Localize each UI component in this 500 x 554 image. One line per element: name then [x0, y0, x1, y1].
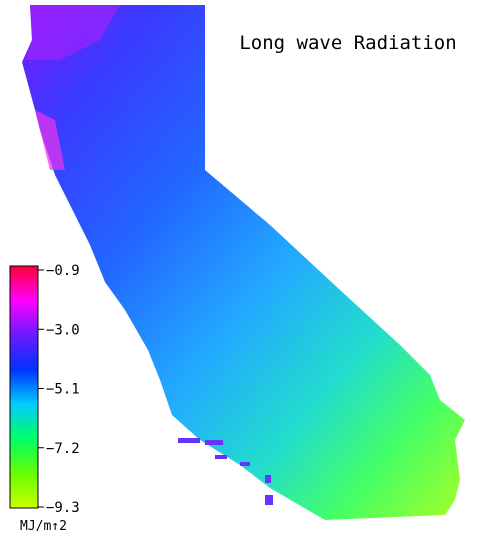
north-coast-highlight: [35, 110, 65, 170]
colorbar: [9, 265, 39, 509]
northwest-highlight: [25, 5, 120, 60]
california: [22, 5, 465, 520]
colorbar-unit: MJ/m↑2: [20, 519, 67, 534]
tick-label: −3.0: [46, 322, 80, 338]
tick-label: −7.2: [46, 441, 80, 457]
colorbar-ticks: −0.9 −3.0 −5.1 −7.2 −9.3: [38, 263, 80, 516]
islands: [178, 438, 273, 505]
tick-label: −0.9: [46, 263, 80, 279]
map-title: Long wave Radiation: [239, 32, 456, 54]
tick-label: −9.3: [46, 500, 80, 516]
tick-label: −5.1: [46, 382, 80, 398]
